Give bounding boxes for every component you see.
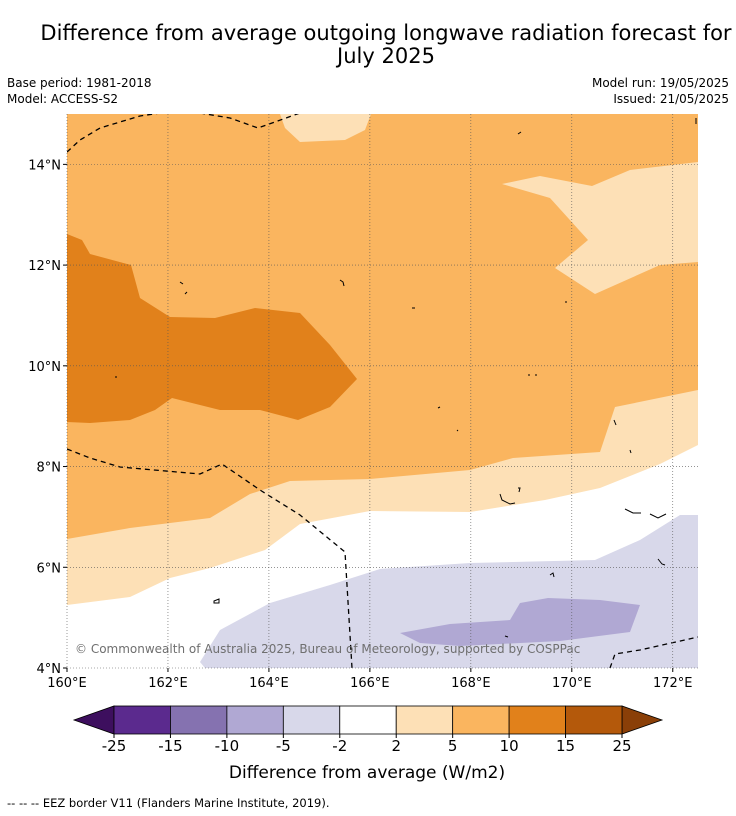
model-text: Model: ACCESS-S2 (7, 92, 119, 106)
island (339, 279, 345, 287)
anomaly-region-2-5-north (280, 114, 371, 142)
island (549, 572, 555, 578)
map-plot-area: © Commonwealth of Australia 2025, Bureau… (67, 114, 698, 668)
island (629, 449, 632, 454)
eez-border-north-2 (202, 114, 300, 129)
chart-title: Difference from average outgoing longwav… (0, 22, 736, 68)
y-tick-label: 4°N (37, 662, 62, 677)
colorbar-tick-label: -15 (158, 737, 183, 755)
island (179, 281, 188, 295)
island (437, 406, 441, 409)
island-outlines (115, 118, 697, 638)
island (613, 419, 617, 426)
island (517, 131, 522, 135)
anomaly-region-10-15 (67, 234, 357, 423)
y-tick-label: 6°N (37, 561, 62, 576)
colorbar-tick-label: 5 (448, 737, 458, 755)
y-tick-label: 10°N (28, 360, 61, 375)
island (624, 508, 667, 519)
colorbar-segment (565, 705, 623, 735)
colorbar-segment (452, 705, 510, 735)
x-tick-label: 168°E (451, 676, 491, 691)
eez-border-central (67, 448, 353, 668)
colorbar-tick-labels: -25 -15 -10 -5 -2 2 5 10 15 25 (102, 734, 632, 755)
title-line-1: Difference from average outgoing longwav… (40, 21, 732, 45)
island (213, 598, 220, 604)
colorbar (72, 705, 664, 735)
copyright-text: © Commonwealth of Australia 2025, Bureau… (75, 642, 580, 656)
footer-note: -- -- -- EEZ border V11 (Flanders Marine… (7, 796, 330, 810)
colorbar-extend-low (72, 705, 115, 735)
island (456, 429, 459, 432)
x-tick-label: 160°E (47, 676, 87, 691)
colorbar-segment (508, 705, 566, 735)
colorbar-tick-label: -10 (215, 737, 240, 755)
anomaly-region-neg-10-5 (400, 598, 640, 646)
x-tick-labels: 160°E 162°E 164°E 166°E 168°E 170°E 172°E (47, 676, 692, 691)
eez-borders (67, 114, 698, 668)
colorbar-tick-label: -5 (276, 737, 291, 755)
x-tick-label: 170°E (552, 676, 592, 691)
colorbar-segment (226, 705, 284, 735)
eez-border-southeast (609, 636, 698, 668)
x-tick-label: 164°E (249, 676, 289, 691)
colorbar-tick-label: 10 (500, 737, 519, 755)
colorbar-tick-label: -2 (332, 737, 347, 755)
title-line-2: July 2025 (337, 44, 435, 68)
issued-text: Issued: 21/05/2025 (613, 92, 729, 106)
meta-right: Model run: 19/05/2025 Issued: 21/05/2025 (592, 75, 729, 107)
island (504, 635, 509, 638)
colorbar-extend-high (621, 705, 664, 735)
colorbar-segment (170, 705, 228, 735)
x-tick-label: 162°E (148, 676, 188, 691)
base-period-text: Base period: 1981-2018 (7, 76, 152, 90)
y-tick-labels: 4°N 6°N 8°N 10°N 12°N 14°N (28, 158, 61, 677)
y-tick-label: 8°N (37, 461, 62, 476)
colorbar-tick-label: 25 (612, 737, 631, 755)
island (518, 487, 521, 493)
colorbar-tick-label: -25 (102, 737, 127, 755)
anomaly-region-2-5-northeast (502, 162, 698, 294)
meta-left: Base period: 1981-2018 Model: ACCESS-S2 (7, 75, 152, 107)
y-tick-label: 12°N (28, 259, 61, 274)
colorbar-segment (339, 705, 397, 735)
island (657, 558, 666, 566)
colorbar-segment (395, 705, 454, 735)
colorbar-tick-label: 2 (391, 737, 401, 755)
colorbar-tick-label: 15 (556, 737, 575, 755)
x-tick-label: 172°E (653, 676, 693, 691)
island (499, 493, 516, 505)
map-gridlines (63, 114, 698, 672)
eez-border-north (67, 114, 158, 153)
forecast-map-figure: © Commonwealth of Australia 2025, Bureau… (28, 114, 698, 783)
colorbar-segment (282, 705, 341, 735)
colorbar-title: Difference from average (W/m2) (229, 763, 505, 783)
x-tick-label: 166°E (350, 676, 390, 691)
colorbar-segment (113, 705, 171, 735)
model-run-text: Model run: 19/05/2025 (591, 76, 729, 90)
y-tick-label: 14°N (28, 158, 61, 173)
